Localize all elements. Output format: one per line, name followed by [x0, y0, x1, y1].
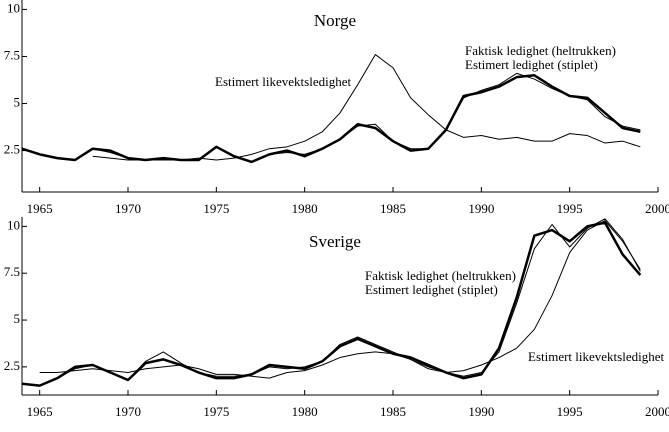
x-tick-label: 1965	[27, 404, 53, 419]
series-line	[39, 220, 641, 379]
chart-title: Sverige	[309, 232, 361, 251]
y-tick-label: 7.5	[4, 47, 20, 62]
annotation: Estimert ledighet (stiplet)	[465, 57, 598, 72]
y-tick-label: 5	[14, 311, 21, 326]
annotation: Estimert likevektsledighet	[215, 74, 351, 89]
series-line	[92, 54, 641, 161]
series-line	[21, 72, 641, 163]
chart-title: Norge	[314, 11, 356, 30]
x-tick-label: 1990	[468, 201, 494, 216]
x-tick-label: 1985	[380, 404, 406, 419]
x-tick-label: 1985	[380, 201, 406, 216]
y-tick-label: 7.5	[4, 264, 20, 279]
x-tick-label: 1970	[115, 201, 141, 216]
y-tick-label: 5	[14, 95, 21, 110]
x-tick-label: 1995	[557, 404, 583, 419]
x-tick-label: 1970	[115, 404, 141, 419]
x-tick-label: 1995	[557, 201, 583, 216]
x-tick-label: 1990	[468, 404, 494, 419]
x-tick-label: 1975	[203, 201, 229, 216]
y-tick-label: 2.5	[4, 142, 20, 157]
annotation: Estimert likevektsledighet	[528, 349, 664, 364]
y-tick-label: 10	[7, 217, 20, 232]
x-tick-label: 2000	[645, 201, 669, 216]
annotation: Faktisk ledighet (heltrukken)	[365, 268, 516, 283]
y-tick-label: 2.5	[4, 358, 20, 373]
x-tick-label: 1965	[27, 201, 53, 216]
x-tick-label: 1975	[203, 404, 229, 419]
annotation: Faktisk ledighet (heltrukken)	[465, 43, 616, 58]
y-tick-label: 10	[7, 0, 20, 15]
annotation: Estimert ledighet (stiplet)	[365, 282, 498, 297]
series-line	[21, 218, 641, 387]
x-tick-label: 2000	[645, 404, 669, 419]
x-tick-label: 1980	[292, 201, 318, 216]
x-tick-label: 1980	[292, 404, 318, 419]
